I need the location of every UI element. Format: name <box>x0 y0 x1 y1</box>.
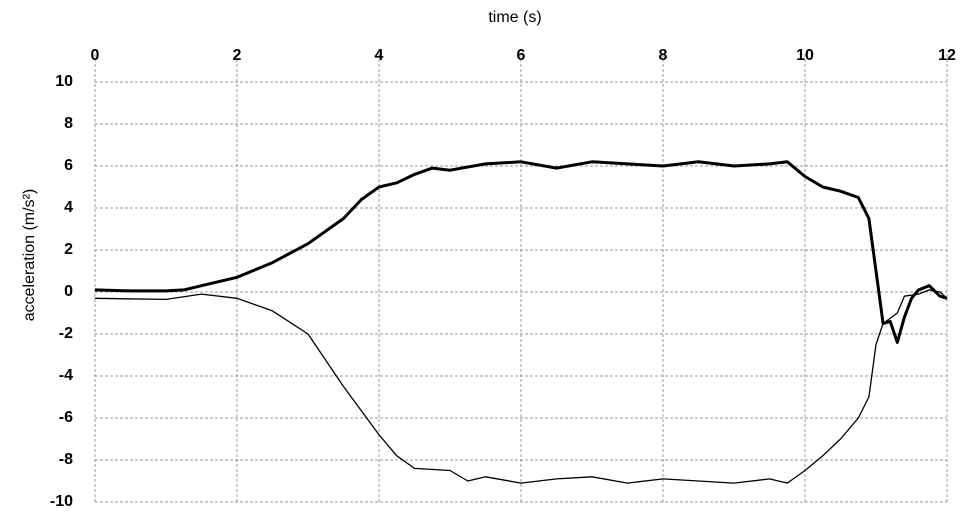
y-tick-label: 0 <box>64 283 73 300</box>
x-tick-label: 8 <box>659 47 668 64</box>
y-tick-label: -6 <box>59 409 73 426</box>
y-tick-label: -10 <box>50 493 73 510</box>
x-tick-label: 4 <box>375 47 384 64</box>
y-tick-label: -4 <box>59 367 73 384</box>
y-tick-label: -2 <box>59 325 73 342</box>
y-tick-label: 4 <box>64 199 73 216</box>
x-tick-label: 2 <box>233 47 242 64</box>
y-tick-label: 8 <box>64 115 73 132</box>
series-line <box>94 289 948 484</box>
y-tick-label: 6 <box>64 157 73 174</box>
y-tick-label: 10 <box>55 73 73 90</box>
y-tick-label: 2 <box>64 241 73 258</box>
x-tick-label: 0 <box>91 47 100 64</box>
series-line <box>94 160 948 344</box>
x-axis-label: time (s) <box>488 9 541 26</box>
y-axis-label: acceleration (m/s²) <box>21 189 38 321</box>
x-tick-label: 12 <box>938 47 956 64</box>
x-tick-label: 6 <box>517 47 526 64</box>
x-tick-label: 10 <box>796 47 814 64</box>
y-tick-label: -8 <box>59 451 73 468</box>
